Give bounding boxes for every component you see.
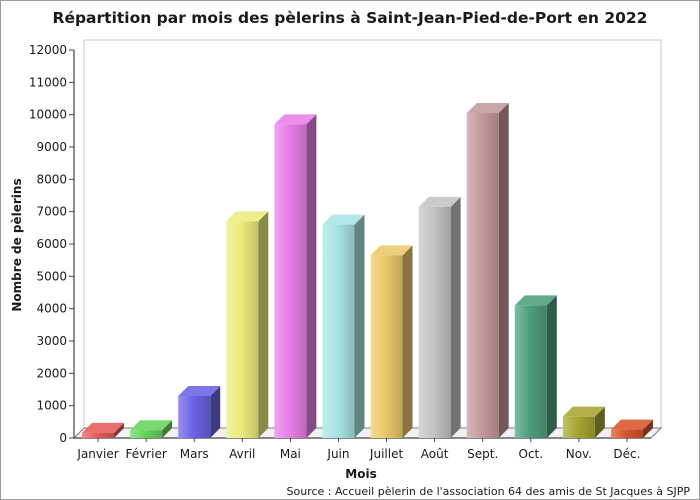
bar-top xyxy=(610,419,653,430)
bar-1 xyxy=(82,422,125,438)
bar-front xyxy=(562,416,595,438)
bar-9 xyxy=(466,103,509,439)
bar-side xyxy=(498,103,509,439)
bar-3 xyxy=(178,385,221,438)
bar-4 xyxy=(226,211,269,438)
y-tick-label: 5000 xyxy=(36,269,67,283)
chart-source: Source : Accueil pèlerin de l'associatio… xyxy=(286,485,690,498)
chart-axes xyxy=(72,39,663,439)
y-tick-label: 3000 xyxy=(36,334,67,348)
bar-side xyxy=(162,420,173,438)
bar-top xyxy=(466,103,509,114)
bar-top xyxy=(418,196,461,207)
bar-top xyxy=(130,420,173,431)
bar-top xyxy=(322,214,365,225)
x-tick-label: Août xyxy=(421,447,449,461)
y-tick-label: 1000 xyxy=(36,399,67,413)
y-tick-label: 6000 xyxy=(36,237,67,251)
x-tick-label: Juillet xyxy=(369,447,404,461)
bar-12 xyxy=(610,419,653,438)
bar-7 xyxy=(370,245,413,438)
bar-front xyxy=(274,124,307,438)
bar-front xyxy=(226,221,259,438)
chart-title: Répartition par mois des pèlerins à Sain… xyxy=(53,9,648,27)
bar-side xyxy=(450,196,461,438)
bar-side xyxy=(306,114,317,438)
y-tick-label: 9000 xyxy=(36,140,67,154)
x-tick-label: Sept. xyxy=(467,447,498,461)
bar-8 xyxy=(418,196,461,438)
bar-top xyxy=(514,295,557,306)
y-tick-label: 7000 xyxy=(36,205,67,219)
bar-front xyxy=(178,395,211,438)
bar-front xyxy=(82,432,115,438)
y-tick-label: 4000 xyxy=(36,302,67,316)
y-tick-label: 10000 xyxy=(29,108,67,122)
x-axis-title: Mois xyxy=(345,467,376,481)
bar-front xyxy=(514,305,547,438)
bar-top xyxy=(562,406,605,417)
y-tick-label: 2000 xyxy=(36,366,67,380)
bar-side xyxy=(594,406,605,438)
bar-front xyxy=(130,430,163,438)
bar-front xyxy=(370,255,403,438)
bar-front xyxy=(418,206,451,438)
x-tick-label: Mai xyxy=(280,447,301,461)
y-tick-label: 11000 xyxy=(29,75,67,89)
bar-side xyxy=(210,385,221,438)
bar-top xyxy=(370,245,413,256)
x-tick-label: Janvier xyxy=(76,447,118,461)
bar-side xyxy=(402,245,413,438)
bar-side xyxy=(642,419,653,438)
x-axis-ticks: Janvier Février Mars Avril Mai Juin Juillet Aoû… xyxy=(76,438,640,461)
chart-bars xyxy=(82,103,653,439)
y-tick-label: 12000 xyxy=(29,43,67,57)
bar-side xyxy=(114,422,125,438)
x-tick-label: Nov. xyxy=(566,447,592,461)
bar-front xyxy=(466,113,499,439)
x-tick-label: Oct. xyxy=(519,447,544,461)
bar-top xyxy=(178,385,221,396)
bar-11 xyxy=(562,406,605,438)
bar-top xyxy=(226,211,269,222)
bar-6 xyxy=(322,214,365,438)
y-axis-ticks: 0 1000 2000 3000 4000 5000 6000 7000 8000 9000 100… xyxy=(29,43,74,445)
x-tick-label: Mars xyxy=(180,447,209,461)
bar-top xyxy=(82,422,125,433)
x-tick-label: Déc. xyxy=(613,447,640,461)
x-tick-label: Avril xyxy=(229,447,255,461)
bar-2 xyxy=(130,420,173,438)
y-tick-label: 0 xyxy=(59,431,67,445)
x-tick-label: Juin xyxy=(326,447,349,461)
bar-side xyxy=(258,211,269,438)
y-axis-title: Nombre de pèlerins xyxy=(10,178,24,311)
bar-front xyxy=(610,429,643,438)
bar-5 xyxy=(274,114,317,438)
bar-10 xyxy=(514,295,557,438)
x-tick-label: Février xyxy=(125,447,166,461)
bar-top xyxy=(274,114,317,125)
bar-front xyxy=(322,224,355,438)
bar-side xyxy=(354,214,365,438)
y-tick-label: 8000 xyxy=(36,172,67,186)
bar-side xyxy=(546,295,557,438)
